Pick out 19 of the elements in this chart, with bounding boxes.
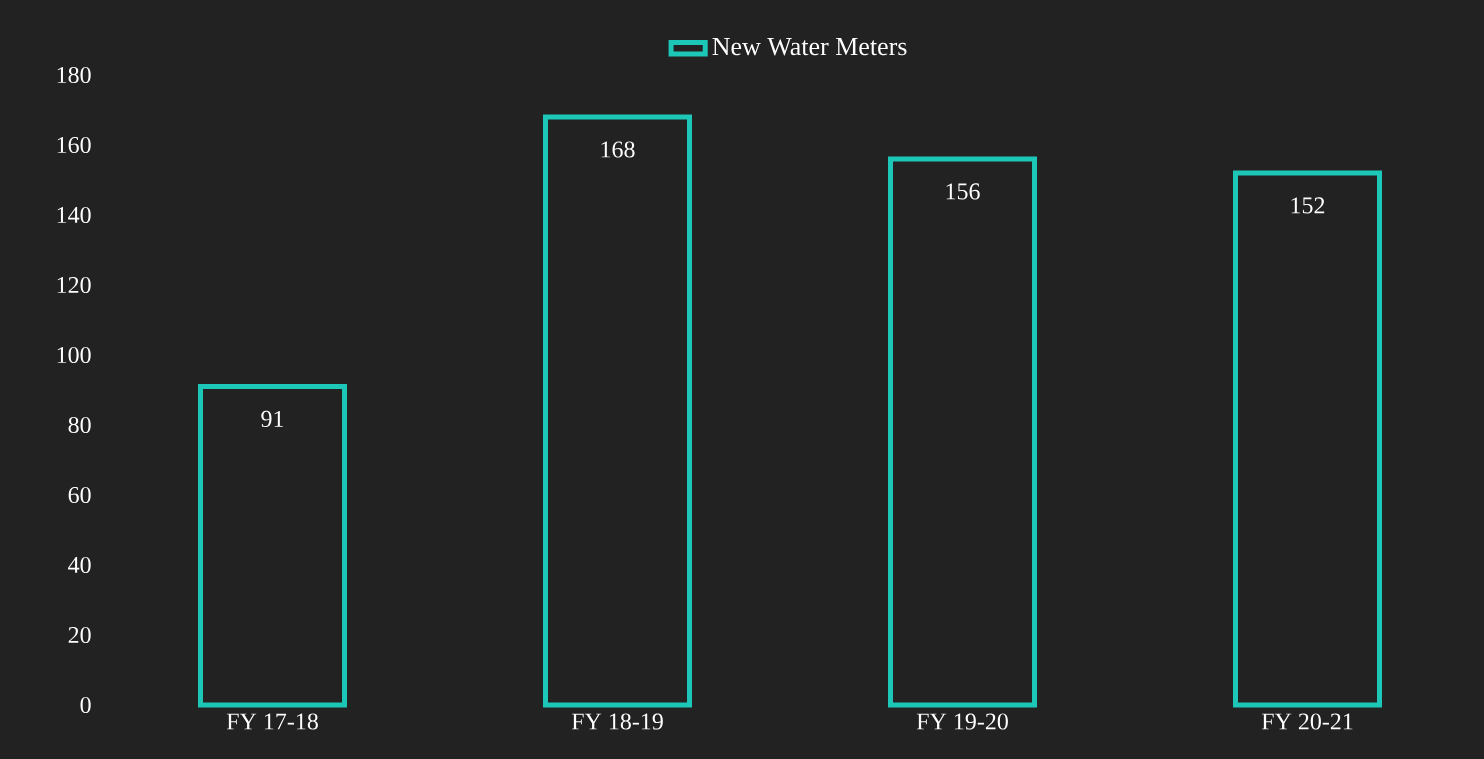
y-tick-label: 140 bbox=[57, 206, 91, 224]
x-tick-label: FY 18-19 bbox=[571, 713, 663, 730]
y-tick-label: 120 bbox=[57, 276, 91, 294]
x-tick-label: FY 20-21 bbox=[1261, 713, 1353, 730]
y-tick-label: 20 bbox=[68, 626, 91, 644]
data-label: 156 bbox=[946, 183, 980, 200]
data-label: 168 bbox=[601, 141, 635, 158]
y-tick-label: 100 bbox=[57, 346, 91, 364]
y-tick-label: 80 bbox=[68, 416, 91, 434]
data-label: 152 bbox=[1291, 197, 1325, 214]
legend-label: New Water Meters bbox=[712, 37, 907, 56]
x-tick-label: FY 17-18 bbox=[226, 713, 318, 730]
x-tick-label: FY 19-20 bbox=[916, 713, 1008, 730]
y-tick-label: 40 bbox=[68, 556, 91, 574]
y-tick-label: 60 bbox=[68, 486, 91, 504]
y-tick-label: 0 bbox=[80, 696, 91, 714]
y-tick-label: 160 bbox=[57, 136, 91, 154]
data-label: 91 bbox=[261, 410, 284, 427]
y-tick-label: 180 bbox=[57, 66, 91, 84]
